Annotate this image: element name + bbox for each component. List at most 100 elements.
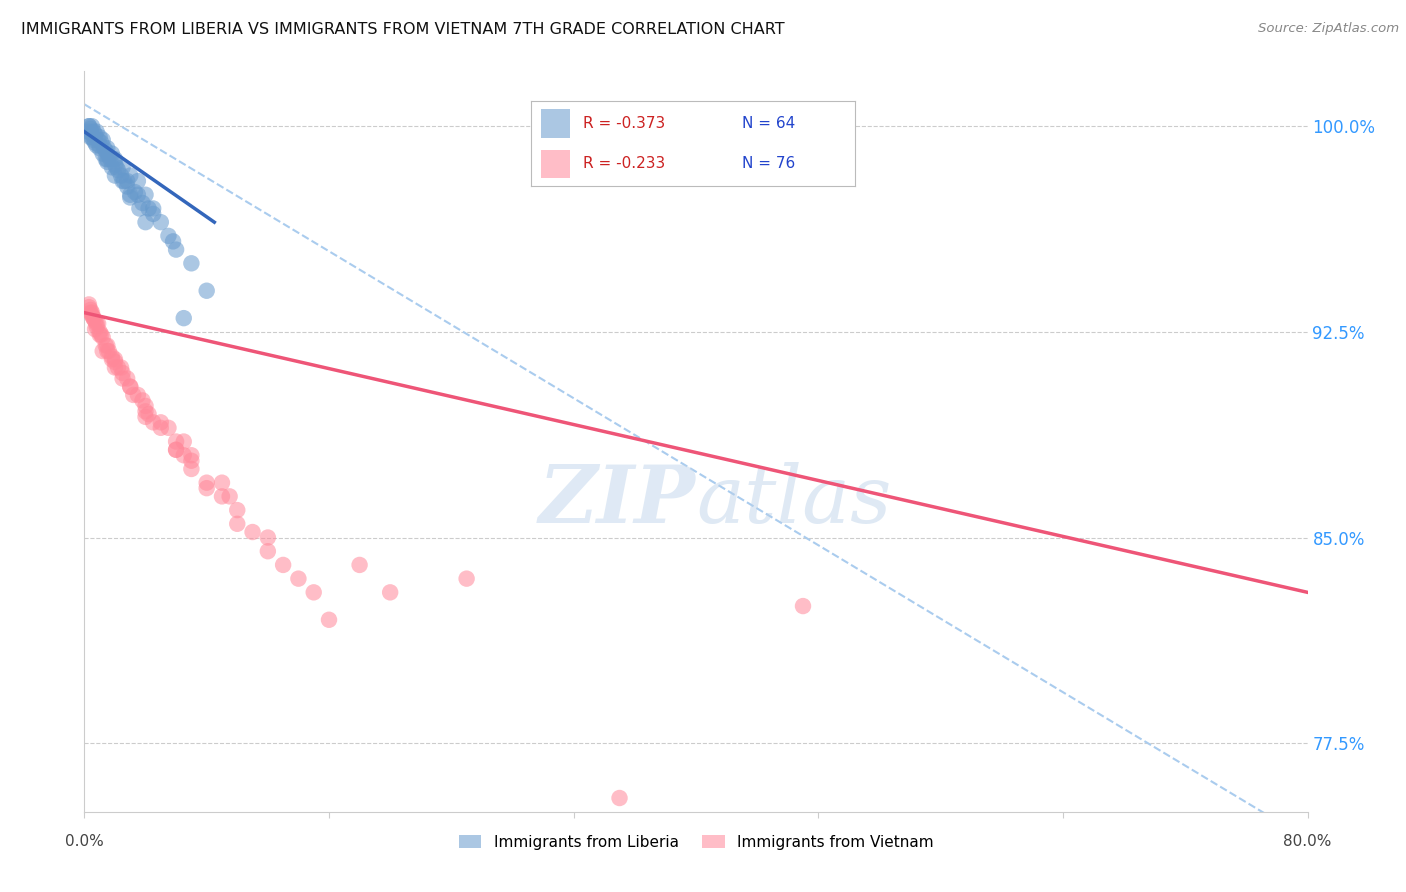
Point <box>165 434 187 449</box>
Point <box>111 161 134 175</box>
Point <box>142 415 165 429</box>
Point <box>83 133 105 147</box>
Point <box>104 355 127 369</box>
Point <box>96 152 118 166</box>
Point <box>124 185 146 199</box>
Text: ZIP: ZIP <box>538 462 696 540</box>
Point <box>101 146 124 161</box>
Point <box>111 174 134 188</box>
Point <box>142 202 165 216</box>
Point <box>98 152 121 166</box>
Text: Source: ZipAtlas.com: Source: ZipAtlas.com <box>1258 22 1399 36</box>
Point <box>242 524 264 539</box>
Point <box>94 338 117 352</box>
Point <box>173 434 195 449</box>
Point <box>135 399 157 413</box>
Point <box>86 138 108 153</box>
Point <box>89 141 111 155</box>
Point <box>120 169 142 183</box>
Point <box>127 388 149 402</box>
Point <box>91 330 114 344</box>
Point <box>80 119 103 133</box>
Point <box>318 613 340 627</box>
Point <box>101 350 124 364</box>
Point <box>77 300 100 314</box>
Point <box>104 158 127 172</box>
Point <box>173 448 195 462</box>
Point <box>287 572 309 586</box>
Point <box>142 207 165 221</box>
Point <box>104 352 127 367</box>
Point <box>110 360 132 375</box>
Point <box>120 190 142 204</box>
Point <box>84 136 107 150</box>
Point <box>135 404 157 418</box>
Point <box>96 154 118 169</box>
Point <box>149 421 172 435</box>
Point <box>112 174 135 188</box>
Text: 0.0%: 0.0% <box>65 834 104 848</box>
Point <box>115 179 138 194</box>
Point <box>79 306 101 320</box>
Legend: Immigrants from Liberia, Immigrants from Vietnam: Immigrants from Liberia, Immigrants from… <box>453 829 939 856</box>
Point <box>91 344 114 359</box>
Point <box>96 141 118 155</box>
Point <box>91 146 114 161</box>
Point <box>101 161 124 175</box>
Point <box>115 371 138 385</box>
Point <box>93 141 115 155</box>
Point <box>80 309 103 323</box>
Point <box>138 407 160 421</box>
Point <box>111 371 134 385</box>
Point <box>96 338 118 352</box>
Point <box>94 152 117 166</box>
Point <box>173 311 195 326</box>
Point <box>128 202 150 216</box>
Point <box>97 149 120 163</box>
Point <box>149 215 172 229</box>
Point <box>97 344 120 359</box>
Point <box>91 133 114 147</box>
Point <box>180 454 202 468</box>
Point <box>195 481 218 495</box>
Point <box>131 393 153 408</box>
Point <box>180 462 202 476</box>
Point <box>120 187 142 202</box>
Point <box>86 125 108 139</box>
Point <box>135 409 157 424</box>
Point <box>104 360 127 375</box>
Point <box>609 791 631 805</box>
Point <box>79 130 101 145</box>
Point <box>79 122 101 136</box>
Point <box>792 599 814 613</box>
Point <box>77 119 100 133</box>
Point <box>94 144 117 158</box>
Point <box>90 136 112 150</box>
Point <box>138 202 160 216</box>
Point <box>89 327 111 342</box>
Point <box>105 161 128 175</box>
Point <box>157 228 180 243</box>
Point <box>162 235 184 249</box>
Point <box>83 311 105 326</box>
Point <box>226 516 249 531</box>
Point <box>107 360 129 375</box>
Point <box>271 558 294 572</box>
Point <box>456 572 478 586</box>
Point <box>86 317 108 331</box>
Text: atlas: atlas <box>696 462 891 540</box>
Point <box>115 174 138 188</box>
Point <box>77 125 100 139</box>
Point <box>180 448 202 462</box>
Point <box>90 327 112 342</box>
Point <box>80 306 103 320</box>
Point <box>86 319 108 334</box>
Point <box>83 125 105 139</box>
Point <box>218 489 240 503</box>
Point <box>135 215 157 229</box>
Point <box>89 130 111 145</box>
Point <box>89 325 111 339</box>
Point <box>120 380 142 394</box>
Point <box>149 415 172 429</box>
Point <box>77 297 100 311</box>
